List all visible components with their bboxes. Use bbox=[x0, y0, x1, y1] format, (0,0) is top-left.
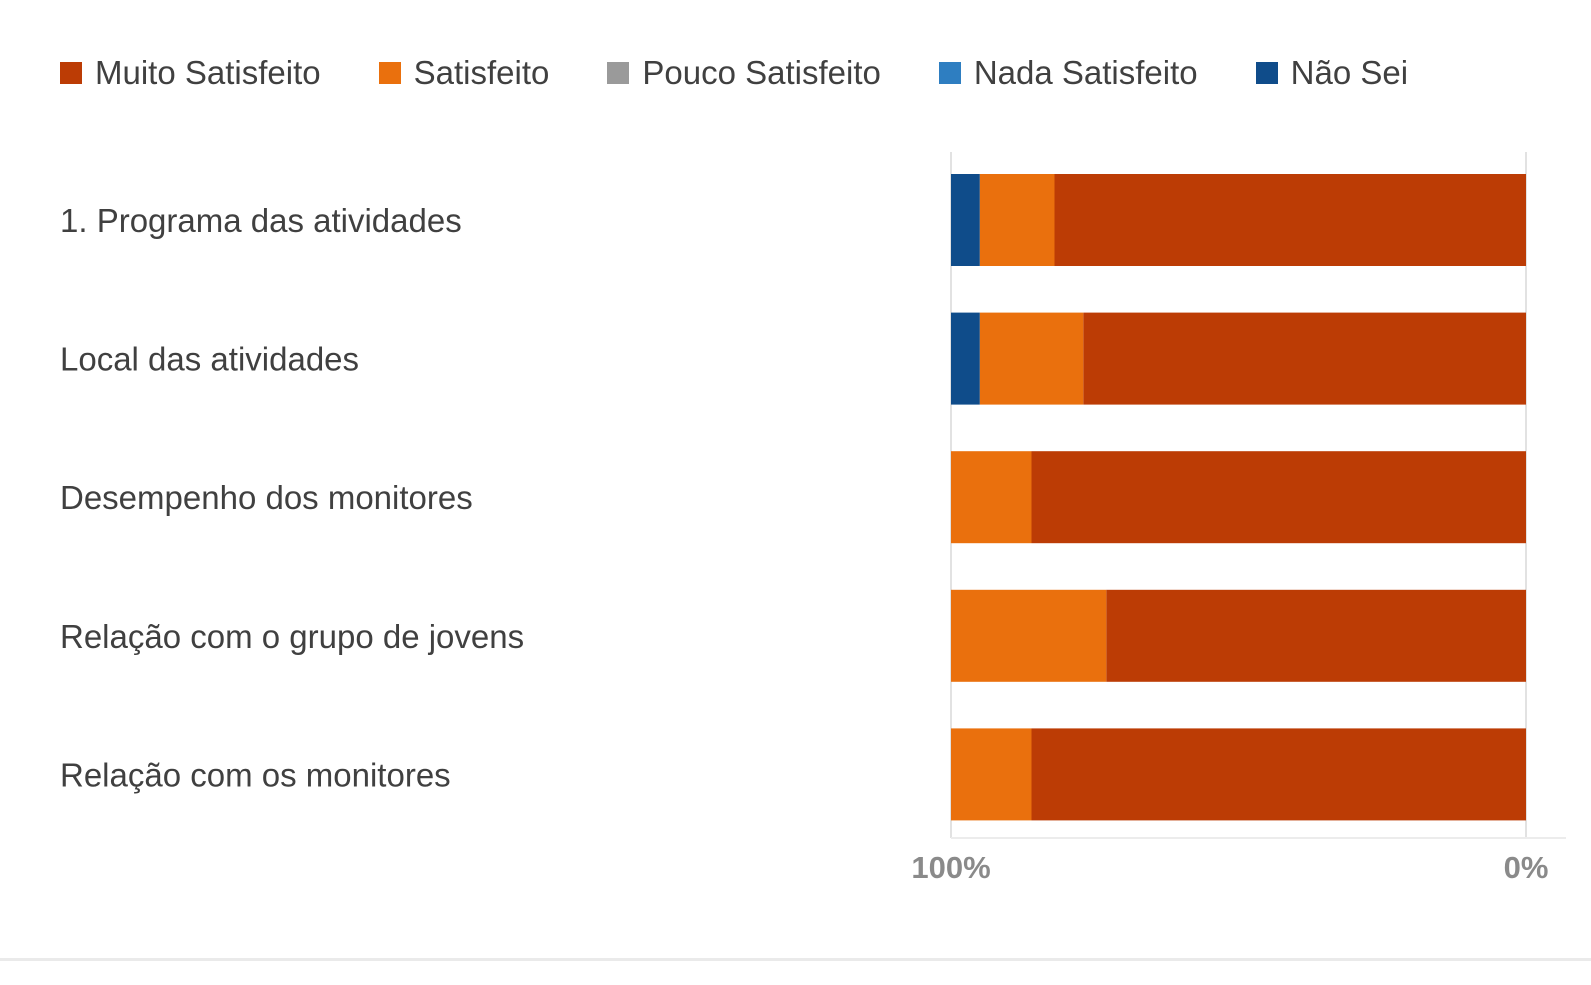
legend-swatch bbox=[60, 62, 82, 84]
bar-segment-muito-satisfeito bbox=[1031, 451, 1526, 544]
legend-label: Não Sei bbox=[1290, 54, 1409, 91]
category-label: Relação com o grupo de jovens bbox=[60, 618, 524, 655]
bar-segment-satisfeito bbox=[951, 728, 1032, 821]
bar-segment-nao-sei bbox=[951, 174, 980, 266]
bottom-divider bbox=[0, 958, 1591, 961]
category-label: Desempenho dos monitores bbox=[60, 479, 473, 516]
legend-swatch bbox=[1255, 62, 1278, 84]
bar-segment-muito-satisfeito bbox=[1106, 589, 1526, 682]
legend-item-nao-sei: Não Sei bbox=[1255, 54, 1409, 92]
legend-label: Nada Satisfeito bbox=[973, 54, 1198, 91]
bar-segment-satisfeito bbox=[979, 174, 1055, 266]
legend-label: Muito Satisfeito bbox=[95, 54, 321, 91]
legend-item-satisfeito: Satisfeito bbox=[378, 54, 550, 92]
legend-swatch bbox=[938, 62, 961, 84]
x-tick-label-0: 0% bbox=[1504, 850, 1549, 885]
bar-segment-muito-satisfeito bbox=[1054, 174, 1526, 266]
legend-item-muito-satisfeito: Muito Satisfeito bbox=[60, 54, 321, 92]
bar-segment-satisfeito bbox=[979, 312, 1084, 405]
bar-segment-satisfeito bbox=[951, 589, 1107, 682]
legend-label: Pouco Satisfeito bbox=[642, 54, 881, 91]
legend-item-pouco-satisfeito: Pouco Satisfeito bbox=[607, 54, 881, 92]
bar-segment-muito-satisfeito bbox=[1083, 312, 1526, 405]
category-label: Relação com os monitores bbox=[60, 756, 451, 793]
legend-swatch bbox=[607, 62, 630, 84]
bar-segment-satisfeito bbox=[951, 451, 1032, 544]
legend-item-nada-satisfeito: Nada Satisfeito bbox=[938, 54, 1198, 92]
x-tick-label-100: 100% bbox=[911, 850, 990, 885]
legend-label: Satisfeito bbox=[413, 54, 550, 91]
legend-swatch bbox=[378, 62, 401, 84]
bar-segment-nao-sei bbox=[951, 312, 980, 405]
category-label: 1. Programa das atividades bbox=[60, 202, 462, 239]
bar-segment-muito-satisfeito bbox=[1031, 728, 1526, 821]
category-label: Local das atividades bbox=[60, 341, 359, 378]
chart-legend: Muito Satisfeito Satisfeito Pouco Satisfei… bbox=[60, 50, 1466, 96]
